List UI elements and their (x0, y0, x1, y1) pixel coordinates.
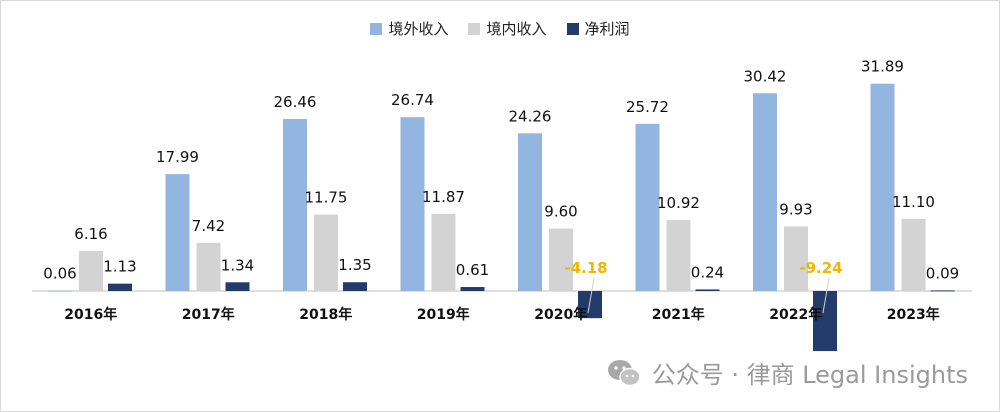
data-label-1-4: 9.60 (544, 203, 577, 221)
data-label-0-4: 24.26 (509, 107, 552, 125)
chart-legend: 境外收入 境内收入 净利润 (0, 18, 1000, 39)
data-label-2-7: 0.09 (926, 264, 959, 282)
category-label-4: 2020年 (534, 306, 587, 323)
bar-2-0 (108, 283, 132, 291)
data-label-1-1: 7.42 (192, 217, 225, 235)
legend-label-net-profit: 净利润 (584, 20, 630, 38)
data-label-2-1: 1.34 (221, 256, 254, 274)
legend-item-overseas: 境外收入 (370, 18, 448, 39)
bar-0-0 (48, 290, 72, 292)
category-label-6: 2022年 (769, 306, 822, 323)
bar-1-7 (901, 218, 926, 291)
bar-1-2 (314, 214, 338, 291)
bar-0-7 (870, 83, 895, 291)
bar-0-1 (165, 174, 190, 291)
watermark: 公众号 · 律商 Legal Insights (606, 355, 968, 390)
bar-0-3 (400, 117, 425, 291)
wechat-icon (607, 359, 641, 386)
category-label-3: 2019年 (417, 306, 470, 323)
data-label-1-0: 6.16 (74, 225, 107, 243)
leader-line-2-4 (587, 277, 595, 314)
bar-1-1 (196, 242, 221, 291)
bar-2-7 (930, 290, 955, 292)
bar-1-4 (549, 228, 573, 291)
category-label-7: 2023年 (887, 306, 940, 323)
category-label-5: 2021年 (652, 306, 705, 323)
data-label-0-7: 31.89 (861, 58, 904, 76)
data-label-0-2: 26.46 (274, 93, 317, 111)
data-label-0-1: 17.99 (156, 148, 199, 166)
data-label-1-6: 9.93 (779, 200, 812, 218)
bar-1-0 (79, 250, 103, 291)
data-label-2-0: 1.13 (103, 258, 136, 276)
bar-2-5 (695, 289, 720, 291)
category-label-2: 2018年 (299, 306, 352, 323)
data-label-1-2: 11.75 (305, 189, 348, 207)
data-label-0-3: 26.74 (391, 91, 434, 109)
legend-label-domestic: 境内收入 (486, 20, 547, 38)
data-label-1-3: 11.87 (422, 188, 465, 206)
leader-line-2-6 (822, 277, 830, 314)
legend-swatch-net-profit (566, 22, 579, 35)
legend-label-overseas: 境外收入 (388, 20, 449, 38)
data-label-0-5: 25.72 (626, 98, 669, 116)
legend-item-net-profit: 净利润 (566, 18, 630, 39)
data-label-2-6: -9.24 (799, 259, 842, 277)
legend-swatch-domestic (468, 22, 481, 35)
data-label-2-3: 0.61 (456, 261, 489, 279)
bar-2-4 (578, 291, 602, 319)
data-label-1-5: 10.92 (657, 194, 700, 212)
bar-1-6 (784, 226, 808, 291)
data-label-0-0: 0.06 (43, 265, 76, 283)
bar-2-3 (460, 287, 485, 291)
legend-swatch-overseas (370, 22, 383, 35)
bar-1-5 (666, 220, 691, 291)
data-label-0-6: 30.42 (744, 67, 787, 85)
bar-0-6 (753, 93, 777, 292)
bar-2-1 (225, 282, 250, 291)
bar-0-4 (518, 133, 542, 291)
bar-2-2 (343, 282, 367, 291)
data-label-2-5: 0.24 (691, 263, 724, 281)
watermark-text: 公众号 · 律商 Legal Insights (651, 361, 968, 389)
category-label-1: 2017年 (182, 306, 235, 323)
bar-1-3 (431, 213, 456, 291)
category-label-0: 2016年 (64, 306, 117, 323)
data-label-2-4: -4.18 (564, 259, 607, 277)
legend-item-domestic: 境内收入 (468, 18, 547, 39)
data-label-2-2: 1.35 (338, 256, 371, 274)
data-label-1-7: 11.10 (892, 193, 935, 211)
bar-0-2 (283, 119, 307, 291)
bar-0-5 (635, 123, 660, 291)
